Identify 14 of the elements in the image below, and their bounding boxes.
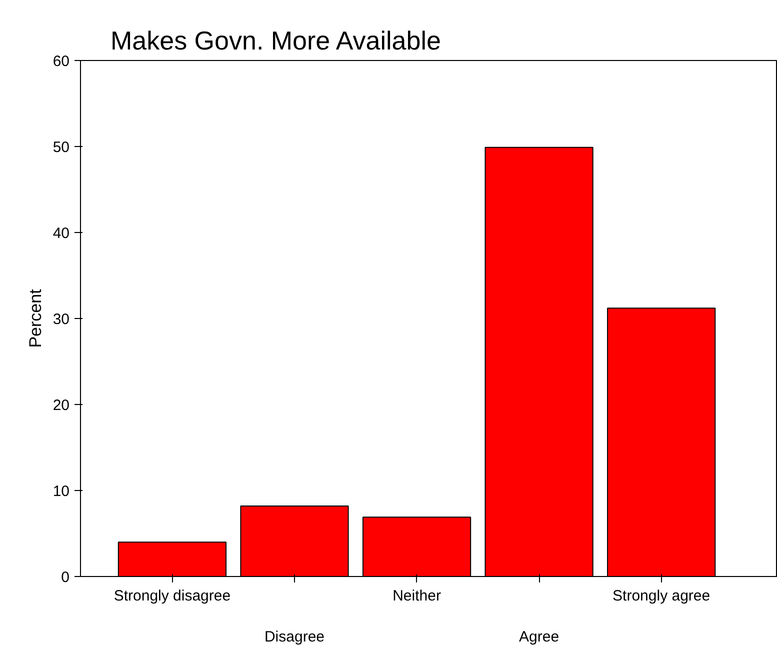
y-tick-label: 20 [52, 397, 70, 414]
y-tick-label: 40 [52, 225, 70, 242]
chart-title: Makes Govn. More Available [110, 26, 441, 56]
y-tick-label: 30 [52, 311, 70, 328]
x-tick-label: Agree [519, 628, 560, 646]
y-axis-title: Percent [26, 288, 45, 348]
x-tick-label: Disagree [264, 628, 325, 646]
y-tick-label: 60 [52, 53, 70, 70]
x-tick-label: Strongly disagree [114, 588, 231, 604]
y-tick-label: 10 [52, 483, 70, 500]
x-tick-label: Neither [392, 588, 441, 604]
y-tick-label: 50 [52, 139, 70, 156]
x-tick-label: Strongly agree [612, 588, 710, 604]
y-tick-label: 0 [61, 569, 70, 586]
